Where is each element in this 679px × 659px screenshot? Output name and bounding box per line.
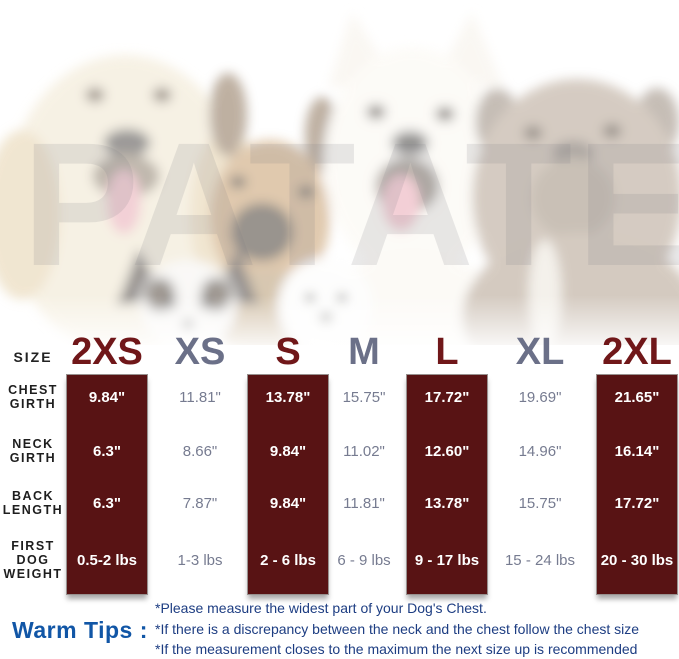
weight-value: 2 - 6 lbs xyxy=(260,552,316,569)
size-header-xs: XS xyxy=(174,331,226,373)
weight-value: 0.5-2 lbs xyxy=(76,552,138,569)
chest-girth-row-label: CHEST GIRTH xyxy=(8,383,58,411)
back-length-value: 11.81" xyxy=(343,495,385,512)
highlight-bar xyxy=(66,374,148,595)
highlight-bar xyxy=(596,374,678,595)
chest-girth-value: 17.72" xyxy=(424,389,470,406)
weight-value: 20 - 30 lbs xyxy=(600,552,674,569)
brand-watermark: PATATE xyxy=(22,107,679,303)
neck-girth-value: 14.96" xyxy=(518,443,562,460)
size-header-s: S xyxy=(275,331,301,373)
warm-tips-list: *Please measure the widest part of your … xyxy=(155,598,677,659)
weight-value: 9 - 17 lbs xyxy=(414,552,480,569)
back-length-value: 15.75" xyxy=(518,495,562,512)
warm-tip-line: *If there is a discrepancy between the n… xyxy=(155,620,640,637)
back-length-value: 9.84" xyxy=(269,495,307,512)
back-length-value: 6.3" xyxy=(93,495,121,512)
size-header-l: L xyxy=(435,331,459,373)
size-header-m: M xyxy=(348,331,380,373)
size-header-2xs: 2XS xyxy=(71,331,143,373)
chest-girth-value: 13.78" xyxy=(265,389,311,406)
size-header-xl: XL xyxy=(515,331,565,373)
highlight-bar xyxy=(406,374,488,595)
chest-girth-value: 15.75" xyxy=(342,389,386,406)
size-row-label: SIZE xyxy=(13,349,53,365)
size-column-xs: XS 11.81" 8.66" 7.87" 1-3 lbs xyxy=(156,330,244,602)
weight-value: 1-3 lbs xyxy=(177,552,223,569)
neck-girth-value: 9.84" xyxy=(269,443,307,460)
size-column-m: M 15.75" 11.02" 11.81" 6 - 9 lbs xyxy=(320,330,408,602)
chest-girth-value: 9.84" xyxy=(88,389,126,406)
warm-tip-line: *If the measurement closes to the maximu… xyxy=(155,641,638,657)
dog-golden-retriever xyxy=(0,55,266,345)
neck-girth-row-label: NECK GIRTH xyxy=(9,437,57,465)
size-header-2xl: 2XL xyxy=(602,331,672,373)
warm-tip-line: *Please measure the widest part of your … xyxy=(155,600,487,616)
neck-girth-value: 6.3" xyxy=(93,443,121,460)
dog-photos-banner: PATATE xyxy=(0,12,679,345)
neck-girth-value: 11.02" xyxy=(343,443,385,460)
back-length-value: 7.87" xyxy=(182,495,218,512)
chest-girth-value: 11.81" xyxy=(179,389,221,406)
back-length-value: 17.72" xyxy=(614,495,660,512)
neck-girth-value: 8.66" xyxy=(182,443,218,460)
warm-tips-label: Warm Tips : xyxy=(12,617,148,643)
weight-value: 6 - 9 lbs xyxy=(337,552,391,569)
neck-girth-value: 12.60" xyxy=(424,443,470,460)
hero-fade-overlay xyxy=(0,295,679,345)
first-dog-weight-row-label: FIRST DOG WEIGHT xyxy=(3,539,63,581)
size-column-2xl: 2XL 21.65" 16.14" 17.72" 20 - 30 lbs xyxy=(593,330,679,602)
back-length-value: 13.78" xyxy=(424,495,470,512)
weight-value: 15 - 24 lbs xyxy=(504,552,576,569)
neck-girth-value: 16.14" xyxy=(614,443,660,460)
back-length-row-label: BACK LENGTH xyxy=(2,489,64,517)
chest-girth-value: 19.69" xyxy=(518,389,562,406)
size-column-2xs: 2XS 9.84" 6.3" 6.3" 0.5-2 lbs xyxy=(63,330,151,602)
size-column-xl: XL 19.69" 14.96" 15.75" 15 - 24 lbs xyxy=(496,330,584,602)
size-column-l: L 17.72" 12.60" 13.78" 9 - 17 lbs xyxy=(403,330,491,602)
size-column-s: S 13.78" 9.84" 9.84" 2 - 6 lbs xyxy=(244,330,332,602)
highlight-bar xyxy=(247,374,329,595)
chest-girth-value: 21.65" xyxy=(614,389,660,406)
